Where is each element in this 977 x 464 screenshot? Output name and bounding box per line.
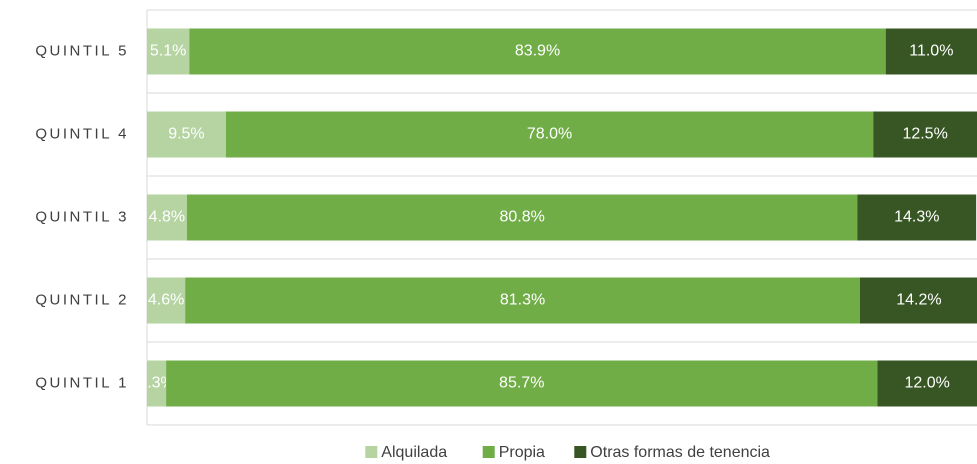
y-tick-label: QUINTIL 2 [35, 291, 129, 308]
bar-segment [873, 111, 977, 158]
legend-label: Otras formas de tenencia [590, 444, 770, 461]
legend-label: Propia [499, 444, 545, 461]
bar-segment [147, 194, 187, 241]
bar-segment [857, 194, 977, 241]
bar-segment [185, 277, 860, 324]
y-tick-label: QUINTIL 3 [35, 208, 129, 225]
data-label: 78.0% [527, 126, 572, 143]
bar-segment [186, 194, 858, 241]
data-label: 14.3% [894, 209, 939, 226]
bar-segment [859, 277, 977, 324]
data-label: 85.7% [499, 375, 544, 392]
data-label: 80.8% [499, 209, 544, 226]
y-tick-label: QUINTIL 4 [35, 125, 129, 142]
bar-segment [225, 111, 874, 158]
bar-segment [189, 28, 886, 75]
data-label: 11.0% [909, 43, 953, 60]
data-label: 14.2% [896, 292, 941, 309]
legend-label: Alquilada [381, 444, 447, 461]
data-label: 4.8% [149, 209, 185, 226]
bar-segment [147, 360, 167, 407]
bar-segment [877, 360, 977, 407]
data-label: 83.9% [515, 43, 560, 60]
legend-swatch [482, 446, 495, 458]
bar-segment [166, 360, 878, 407]
data-label: 9.5% [168, 126, 204, 143]
bar-segment [885, 28, 977, 75]
data-label: 81.3% [500, 292, 545, 309]
data-label: 4.6% [148, 292, 184, 309]
bar-segment [147, 111, 226, 158]
legend-swatch [574, 446, 587, 458]
data-label: 12.5% [902, 126, 947, 143]
data-label: 5.1% [150, 43, 186, 60]
data-label: 2.3% [138, 375, 174, 392]
y-tick-label: QUINTIL 5 [35, 42, 129, 59]
legend-swatch [365, 446, 378, 458]
data-label: 12.0% [905, 375, 950, 392]
bar-segment [147, 28, 190, 75]
y-tick-label: QUINTIL 1 [35, 374, 129, 391]
bar-segment [147, 277, 186, 324]
